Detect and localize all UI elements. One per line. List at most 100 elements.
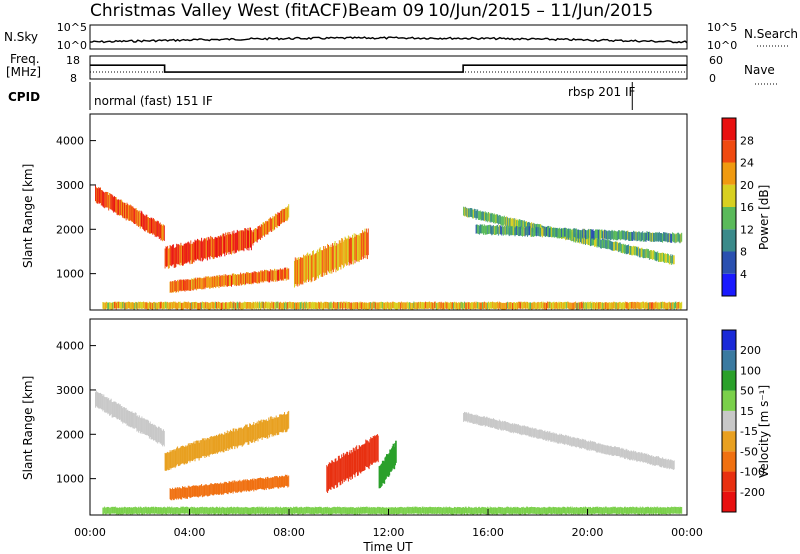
vel-cell bbox=[151, 506, 153, 514]
vel-cell bbox=[455, 507, 457, 515]
power-cell bbox=[671, 233, 673, 243]
vel-cell bbox=[267, 420, 269, 439]
power-cell bbox=[107, 302, 109, 310]
vel-cell bbox=[129, 507, 131, 515]
power-cell bbox=[282, 268, 284, 280]
power-cell bbox=[362, 232, 364, 260]
vel-cell bbox=[595, 506, 596, 514]
power-cell bbox=[552, 227, 554, 237]
velocity-colorbar-tick: -50 bbox=[740, 445, 758, 458]
vel-cell bbox=[125, 507, 127, 515]
vel-cell bbox=[244, 425, 246, 444]
vel-cell bbox=[266, 420, 268, 439]
vel-cell bbox=[308, 506, 310, 514]
vel-cell bbox=[582, 507, 584, 514]
vel-cell bbox=[174, 507, 176, 514]
power-cell bbox=[216, 237, 217, 258]
power-cell bbox=[555, 228, 557, 237]
vel-cell bbox=[447, 507, 449, 514]
vel-cell bbox=[656, 456, 658, 465]
vel-cell bbox=[386, 507, 387, 515]
power-cell bbox=[230, 301, 232, 309]
vel-cell bbox=[504, 507, 506, 515]
power-cell bbox=[530, 302, 532, 310]
power-cell bbox=[464, 206, 466, 216]
power-cell bbox=[503, 215, 505, 225]
power-cell bbox=[664, 302, 666, 309]
vel-cell bbox=[512, 507, 514, 514]
vel-cell bbox=[240, 427, 242, 446]
vel-cell bbox=[362, 444, 363, 472]
vel-cell bbox=[185, 445, 187, 463]
power-cell bbox=[658, 302, 660, 310]
vel-cell bbox=[377, 506, 379, 514]
vel-cell bbox=[348, 507, 350, 515]
power-cell bbox=[502, 216, 504, 226]
vel-cell bbox=[266, 477, 268, 489]
power-cell bbox=[205, 239, 207, 260]
vel-cell bbox=[500, 507, 502, 514]
vel-cell bbox=[297, 507, 299, 515]
vel-cell bbox=[391, 507, 393, 514]
vel-cell bbox=[609, 507, 611, 515]
power-cell bbox=[97, 188, 99, 204]
vel-cell bbox=[240, 507, 242, 515]
power-cell bbox=[663, 232, 665, 242]
vel-cell bbox=[118, 507, 120, 515]
power-cell bbox=[661, 233, 663, 242]
power-cell bbox=[330, 301, 332, 309]
vel-cell bbox=[592, 441, 594, 451]
vel-cell bbox=[486, 507, 488, 515]
power-cell bbox=[198, 240, 200, 261]
power-cell bbox=[639, 248, 641, 258]
vel-cell bbox=[642, 506, 644, 514]
power-cell bbox=[652, 232, 654, 242]
power-cell bbox=[147, 217, 149, 233]
vel-cell bbox=[216, 506, 218, 514]
vel-cell bbox=[227, 507, 229, 515]
power-cell bbox=[359, 233, 361, 260]
vel-cell bbox=[283, 476, 285, 488]
vel-cell bbox=[245, 479, 247, 491]
vel-cell bbox=[548, 431, 550, 441]
vel-cell bbox=[566, 436, 568, 446]
power-cell bbox=[346, 239, 348, 266]
vel-cell bbox=[286, 474, 288, 486]
power-cell bbox=[403, 302, 405, 310]
vel-cell bbox=[233, 480, 235, 492]
vel-cell bbox=[389, 449, 391, 472]
power-cell bbox=[253, 271, 255, 283]
power-cell bbox=[271, 302, 273, 310]
vel-cell bbox=[299, 507, 301, 514]
power-cell bbox=[223, 233, 225, 254]
vel-cell bbox=[653, 506, 655, 514]
vel-cell bbox=[515, 424, 517, 434]
vel-cell bbox=[194, 443, 196, 462]
vel-cell bbox=[280, 414, 282, 433]
vel-cell bbox=[229, 481, 231, 493]
power-cell bbox=[460, 301, 462, 309]
power-cell bbox=[478, 302, 480, 310]
vel-cell bbox=[227, 483, 229, 495]
power-cell bbox=[582, 301, 584, 309]
power-cell bbox=[143, 214, 145, 230]
vel-cell bbox=[591, 507, 593, 515]
vel-cell bbox=[174, 450, 176, 469]
power-cell bbox=[267, 302, 269, 310]
power-cell bbox=[605, 302, 607, 309]
power-cell bbox=[176, 281, 178, 293]
vel-cell bbox=[182, 486, 184, 498]
power-cell bbox=[620, 302, 622, 310]
vel-cell bbox=[378, 507, 380, 514]
power-cell bbox=[628, 231, 630, 241]
vel-cell bbox=[648, 507, 650, 515]
power-cell bbox=[259, 272, 261, 284]
power-cell bbox=[622, 230, 624, 240]
power-cell bbox=[495, 225, 497, 235]
power-cell bbox=[638, 231, 640, 241]
power-cell bbox=[391, 302, 392, 310]
power-cell bbox=[612, 241, 614, 251]
vel-cell bbox=[257, 423, 259, 442]
power-cell bbox=[494, 226, 496, 235]
vel-cell bbox=[612, 506, 614, 514]
